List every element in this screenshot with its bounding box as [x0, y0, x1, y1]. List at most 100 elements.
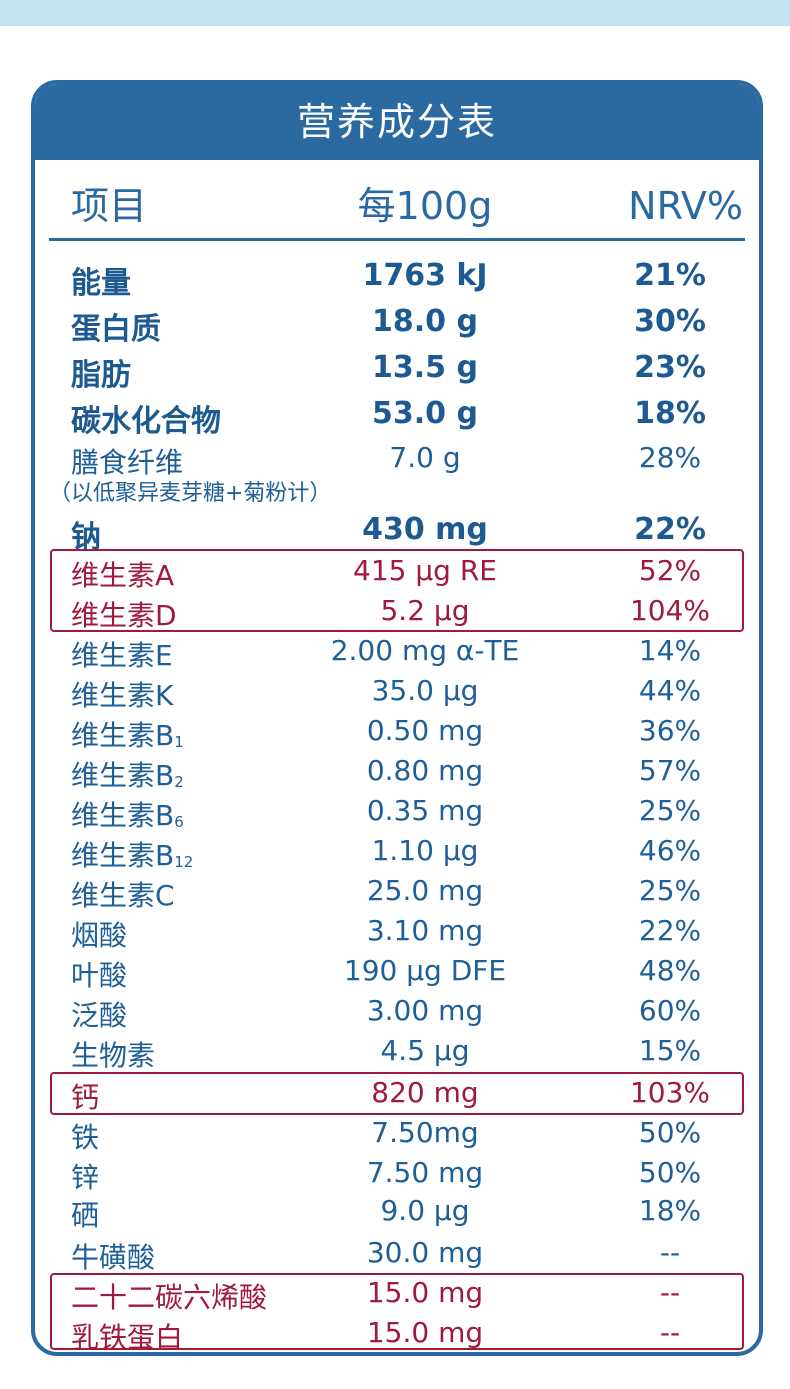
nutrient-name-text: 脂肪: [71, 358, 131, 393]
nutrient-name-text: 泛酸: [71, 999, 128, 1032]
table-header: 项目 每100g NRV%: [35, 160, 759, 240]
nutrient-name: 维生素C: [71, 874, 175, 914]
header-item: 项目: [71, 184, 148, 228]
nutrient-name-text: 二十二碳六烯酸: [71, 1281, 268, 1314]
nutrient-name-text: 维生素K: [71, 679, 174, 712]
nutrient-note: （以低聚异麦芽糖+菊粉计）: [49, 481, 332, 506]
nutrient-row: 钠 430 mg 22%: [35, 512, 759, 555]
nutrient-name-text: 生物素: [71, 1039, 156, 1072]
panel-title: 营养成分表: [35, 84, 759, 160]
nutrient-row: 维生素D 5.2 μg 104%: [35, 594, 759, 634]
nutrient-row: 硒 9.0 μg 18%: [35, 1194, 759, 1234]
nutrient-name-text: 能量: [71, 266, 131, 301]
highlight-box-dha-lactoferrin: [50, 1273, 744, 1350]
nutrient-name-text: 叶酸: [71, 959, 128, 992]
nutrient-nrv: 21%: [634, 258, 706, 293]
nutrient-amount: 4.5 μg: [380, 1034, 470, 1067]
nutrient-name: 维生素B6: [71, 794, 184, 834]
nutrient-name: 硒: [71, 1194, 99, 1234]
nutrient-name-text: 维生素D: [71, 599, 177, 632]
nutrient-name: 碳水化合物: [71, 396, 221, 440]
nutrient-nrv: 60%: [638, 994, 702, 1027]
nutrient-row: 泛酸 3.00 mg 60%: [35, 994, 759, 1034]
nutrient-nrv: 18%: [638, 1194, 702, 1227]
nutrient-name: 生物素: [71, 1034, 155, 1074]
nutrient-row: 叶酸 190 μg DFE 48%: [35, 954, 759, 994]
nutrient-amount: 15.0 mg: [366, 1316, 484, 1349]
nutrient-nrv: 25%: [638, 794, 702, 827]
nutrient-nrv: 30%: [634, 304, 706, 339]
nutrient-name-text: 蛋白质: [71, 312, 161, 347]
nutrient-row: 烟酸 3.10 mg 22%: [35, 914, 759, 954]
nutrient-amount: 1763 kJ: [362, 258, 488, 293]
nutrient-nrv: 22%: [638, 914, 702, 947]
nutrient-row: 维生素E 2.00 mg α-TE 14%: [35, 634, 759, 674]
nutrient-name: 烟酸: [71, 914, 127, 954]
nutrient-name-text: 膳食纤维: [71, 446, 184, 479]
nutrient-row: 铁 7.50mg 50%: [35, 1116, 759, 1156]
nutrient-amount: 190 μg DFE: [343, 954, 507, 987]
nutrient-name-text: 碳水化合物: [71, 404, 221, 439]
nutrient-row: 维生素C 25.0 mg 25%: [35, 874, 759, 914]
nutrient-name: 脂肪: [71, 350, 131, 394]
nutrient-nrv: 22%: [634, 512, 706, 547]
nutrient-name-text: 维生素B: [71, 799, 175, 832]
nutrient-amount: 7.50mg: [371, 1116, 479, 1149]
nutrient-nrv: 57%: [638, 754, 702, 787]
nutrient-name: 叶酸: [71, 954, 127, 994]
nutrient-row: 能量 1763 kJ 21%: [35, 258, 759, 301]
nutrient-name-text: 硒: [71, 1199, 100, 1232]
nutrient-row: 维生素A 415 μg RE 52%: [35, 554, 759, 594]
nutrient-nrv: 14%: [638, 634, 702, 667]
nutrient-nrv: 25%: [638, 874, 702, 907]
nutrient-nrv: 52%: [638, 554, 702, 587]
nutrient-amount: 820 mg: [371, 1076, 479, 1109]
nutrient-name-text: 铁: [71, 1121, 100, 1154]
nutrient-name: 膳食纤维: [71, 441, 183, 481]
nutrient-name: 维生素B1: [71, 714, 184, 754]
nutrient-amount: 35.0 μg: [371, 674, 479, 707]
nutrient-name-text: 维生素B: [71, 759, 175, 792]
nutrient-name: 能量: [71, 258, 131, 302]
nutrient-row: 维生素B2 0.80 mg 57%: [35, 754, 759, 794]
nutrient-row: 锌 7.50 mg 50%: [35, 1156, 759, 1196]
nutrient-nrv: 46%: [638, 834, 702, 867]
nutrient-name: 铁: [71, 1116, 99, 1156]
nutrient-name-subscript: 6: [174, 813, 184, 831]
nutrition-facts-panel: 营养成分表 项目 每100g NRV% 能量 1763 kJ 21% 蛋白质 18.0 …: [31, 80, 763, 1356]
nutrient-nrv: 104%: [629, 594, 711, 627]
nutrient-name: 泛酸: [71, 994, 127, 1034]
nutrient-amount: 1.10 μg: [371, 834, 479, 867]
nutrient-name-text: 乳铁蛋白: [71, 1321, 184, 1354]
nutrient-amount: 15.0 mg: [366, 1276, 484, 1309]
nutrient-nrv: 50%: [638, 1156, 702, 1189]
nutrient-name-text: 维生素B: [71, 719, 175, 752]
nutrient-amount: 3.00 mg: [366, 994, 484, 1027]
nutrient-name: 维生素K: [71, 674, 173, 714]
nutrient-row: 膳食纤维 （以低聚异麦芽糖+菊粉计） 7.0 g 28%: [35, 441, 759, 506]
nutrient-name: 牛磺酸: [71, 1236, 155, 1276]
nutrient-amount: 5.2 μg: [380, 594, 470, 627]
nutrient-name: 钙: [71, 1076, 99, 1116]
nutrient-nrv: 50%: [638, 1116, 702, 1149]
nutrient-name: 维生素E: [71, 634, 173, 674]
nutrient-amount: 7.50 mg: [366, 1156, 484, 1189]
nutrient-amount: 7.0 g: [389, 441, 461, 474]
nutrient-row: 牛磺酸 30.0 mg --: [35, 1236, 759, 1276]
nutrient-row: 蛋白质 18.0 g 30%: [35, 304, 759, 347]
nutrient-name: 乳铁蛋白: [71, 1316, 184, 1354]
header-divider: [49, 238, 745, 241]
nutrient-nrv: --: [659, 1236, 681, 1269]
top-color-band: [0, 0, 790, 26]
nutrient-name: 蛋白质: [71, 304, 161, 348]
nutrient-row: 维生素K 35.0 μg 44%: [35, 674, 759, 714]
nutrient-nrv: 44%: [638, 674, 702, 707]
nutrient-name: 二十二碳六烯酸: [71, 1276, 267, 1316]
nutrient-row: 碳水化合物 53.0 g 18%: [35, 396, 759, 439]
nutrient-amount: 415 μg RE: [353, 554, 497, 587]
header-per-100g: 每100g: [357, 184, 493, 228]
nutrient-nrv: 18%: [634, 396, 706, 431]
nutrient-name-text: 维生素A: [71, 559, 175, 592]
nutrient-nrv: 23%: [634, 350, 706, 385]
nutrient-row: 维生素B1 0.50 mg 36%: [35, 714, 759, 754]
